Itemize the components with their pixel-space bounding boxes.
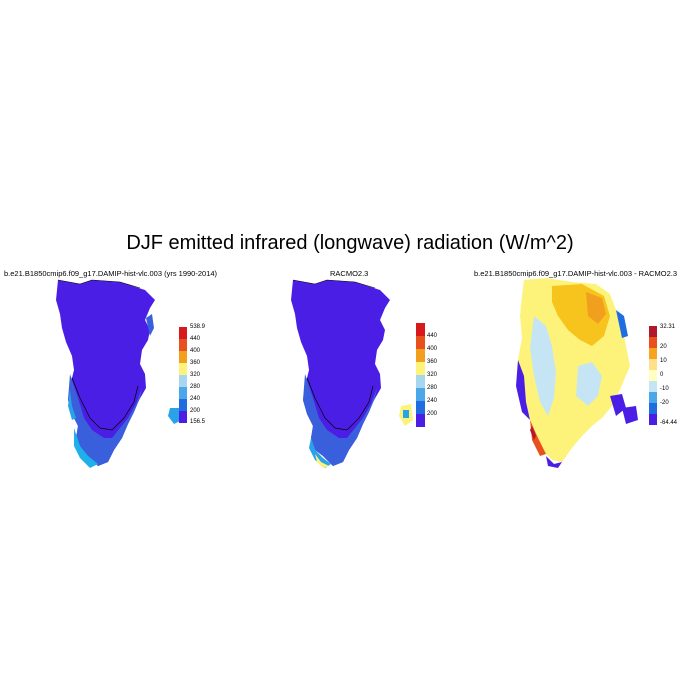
cbar-3-swatch bbox=[649, 326, 657, 337]
cbar-1-swatch bbox=[179, 351, 187, 363]
cbar-3-swatch bbox=[649, 359, 657, 370]
cbar-3-swatch bbox=[649, 403, 657, 414]
coastal-band bbox=[68, 374, 142, 466]
panel-1-map bbox=[56, 279, 182, 468]
north-coastline bbox=[292, 279, 376, 289]
cbar-1-label: 320 bbox=[190, 372, 201, 378]
cbar-2-label: 240 bbox=[427, 398, 438, 404]
cbar-2-label: 280 bbox=[427, 385, 438, 391]
cbar-2-swatch bbox=[416, 375, 425, 388]
north-coastline bbox=[57, 279, 141, 289]
cbar-3-swatch bbox=[649, 381, 657, 392]
cbar-1-label: 400 bbox=[190, 348, 201, 354]
cbar-1-label: 360 bbox=[190, 360, 201, 366]
cbar-1-label: 156.5 bbox=[190, 419, 206, 425]
south-tip-warm bbox=[315, 454, 329, 468]
cbar-2-label: 440 bbox=[427, 333, 438, 339]
cbar-2-swatch bbox=[416, 362, 425, 375]
cbar-2-swatch bbox=[416, 388, 425, 401]
coastal-band bbox=[303, 374, 377, 466]
cbar-1-swatch bbox=[179, 327, 187, 339]
cbar-3-label: 0 bbox=[660, 372, 664, 378]
panel-2-colorbar bbox=[416, 323, 425, 427]
cbar-3-swatch bbox=[649, 337, 657, 348]
coastal-warm-band bbox=[309, 438, 331, 468]
cbar-2-label: 400 bbox=[427, 346, 438, 352]
cbar-3-swatch bbox=[649, 348, 657, 359]
southwest-positive-strip bbox=[530, 420, 546, 456]
cbar-1-swatch bbox=[179, 375, 187, 387]
cbar-3-label: -64.44 bbox=[660, 420, 678, 426]
cbar-3-label: -20 bbox=[660, 400, 669, 406]
west-coast-strong-negative bbox=[516, 360, 530, 420]
cbar-1-label: 440 bbox=[190, 336, 201, 342]
iceland-patch bbox=[622, 406, 638, 424]
cbar-3-label: -10 bbox=[660, 386, 669, 392]
iceland-patch bbox=[168, 408, 182, 424]
cbar-1-swatch bbox=[179, 399, 187, 411]
cbar-2-swatch bbox=[416, 349, 425, 362]
southeast-strong-negative bbox=[610, 394, 626, 416]
cbar-3-label: 32.31 bbox=[660, 324, 676, 330]
cbar-2-label: 360 bbox=[427, 359, 438, 365]
ice-sheet-contour bbox=[306, 377, 374, 431]
south-tip-negative bbox=[546, 456, 562, 468]
cbar-1-label: 200 bbox=[190, 408, 201, 414]
cbar-2-label: 200 bbox=[427, 411, 438, 417]
cbar-3-label: 10 bbox=[660, 358, 667, 364]
cbar-3-label: 20 bbox=[660, 344, 667, 350]
coastal-warm-band bbox=[74, 428, 98, 468]
cbar-1-label: 538.9 bbox=[190, 324, 206, 330]
iceland-inner bbox=[403, 410, 409, 418]
cbar-2-swatch bbox=[416, 414, 425, 427]
cbar-3-swatch bbox=[649, 392, 657, 403]
panel-1-colorbar bbox=[179, 327, 187, 423]
east-coast-band bbox=[146, 314, 154, 336]
panel-1-title: b.e21.B1850cmip6.f09_g17.DAMIP-hist-vlc.… bbox=[4, 269, 218, 278]
cbar-3-swatch bbox=[649, 414, 657, 425]
cbar-1-label: 240 bbox=[190, 396, 201, 402]
north-peak-area bbox=[586, 292, 606, 324]
cbar-1-swatch bbox=[179, 411, 187, 423]
cbar-1-label: 280 bbox=[190, 384, 201, 390]
figure-title: DJF emitted infrared (longwave) radiatio… bbox=[126, 232, 574, 254]
panel-3-colorbar bbox=[649, 326, 657, 425]
cbar-1-swatch bbox=[179, 387, 187, 399]
cbar-2-label: 320 bbox=[427, 372, 438, 378]
west-negative-area bbox=[530, 316, 556, 416]
cbar-1-swatch bbox=[179, 339, 187, 351]
cbar-1-swatch bbox=[179, 363, 187, 375]
central-negative-area bbox=[576, 362, 602, 406]
cbar-2-swatch bbox=[416, 323, 425, 336]
panel-3-title: b.e21.B1850cmip6.f09_g17.DAMIP-hist-vlc.… bbox=[474, 269, 678, 278]
cbar-2-swatch bbox=[416, 336, 425, 349]
panel-2-map bbox=[291, 279, 413, 468]
ice-sheet-contour bbox=[71, 377, 139, 431]
cbar-3-swatch bbox=[649, 370, 657, 381]
panel-2-title: RACMO2.3 bbox=[330, 269, 369, 278]
west-coast-band bbox=[68, 390, 76, 420]
southwest-peak bbox=[530, 426, 536, 440]
cbar-2-swatch bbox=[416, 401, 425, 414]
panel-3-map bbox=[516, 278, 638, 468]
east-coast-negative bbox=[616, 310, 628, 338]
